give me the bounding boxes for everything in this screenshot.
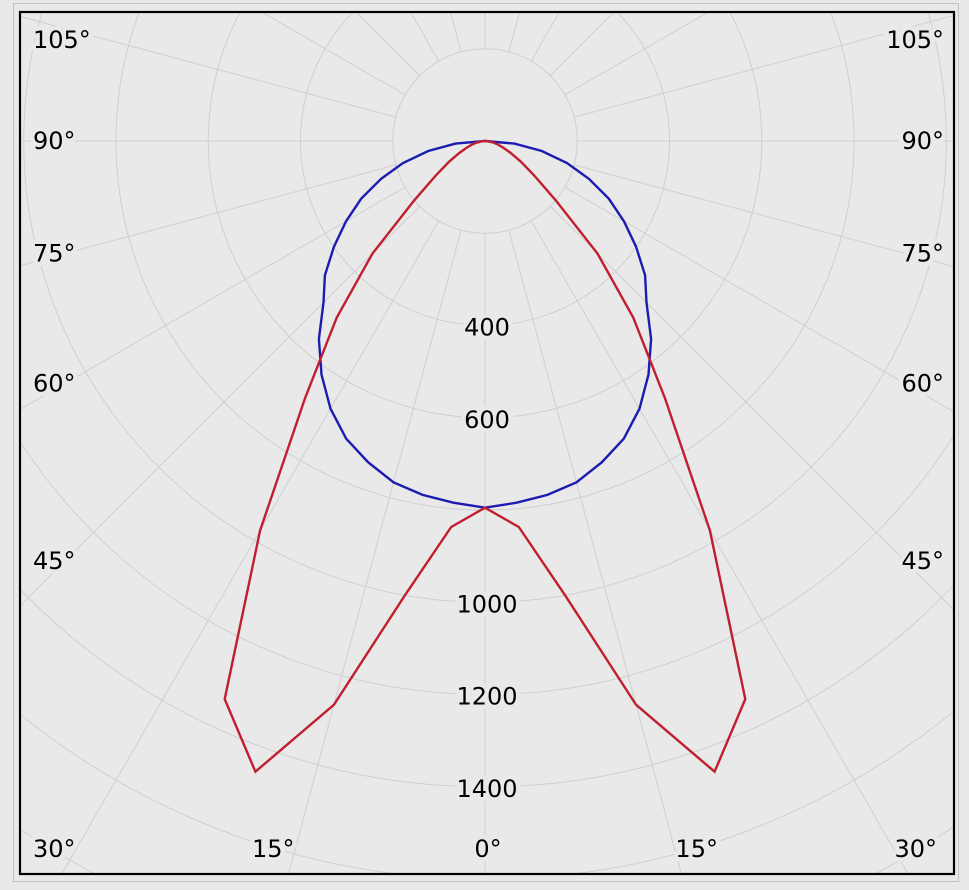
polar-grid-spoke [21,186,406,410]
ring-label: 600 [464,406,510,434]
red-intensity-curve [223,139,747,774]
plot-border [18,10,956,876]
angle-label-bottom: 15° [252,835,295,863]
ring-label: 1200 [456,683,517,711]
angle-label-left: 90° [33,127,76,155]
polar-grid-spoke [21,164,397,266]
polar-grid-spoke [549,205,953,610]
angle-label-right: 60° [901,369,944,397]
polar-grid-spoke [573,15,953,118]
angle-label-right: 75° [901,240,944,268]
polar-grid-spoke [508,229,682,873]
angle-label-left: 75° [33,240,76,268]
angle-label-left: 60° [33,369,76,397]
polar-grid-spoke [21,205,421,606]
angle-label-left: 45° [33,547,76,575]
ring-label: 1000 [456,590,517,618]
angle-label-bottom: 0° [474,835,501,863]
ring-label: 1400 [456,775,517,803]
angle-label-bottom: 15° [675,835,718,863]
angle-label-bottom: 30° [33,835,76,863]
polar-grid-spoke [288,229,462,873]
outer-frame [13,3,959,882]
angle-label-bottom: 30° [894,835,937,863]
angle-label-right: 45° [901,547,944,575]
angle-label-right: 90° [901,127,944,155]
polar-grid-spoke [573,164,953,267]
angle-label-right: 105° [886,26,944,54]
polar-grid-spoke [21,16,397,118]
ring-label: 400 [464,314,510,342]
polar-grid-spoke [564,186,953,412]
angle-label-left: 105° [33,26,91,54]
